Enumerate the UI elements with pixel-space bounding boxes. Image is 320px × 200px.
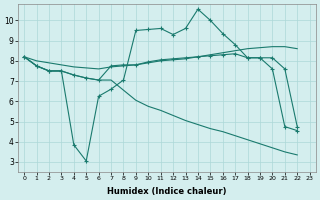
X-axis label: Humidex (Indice chaleur): Humidex (Indice chaleur) (107, 187, 227, 196)
